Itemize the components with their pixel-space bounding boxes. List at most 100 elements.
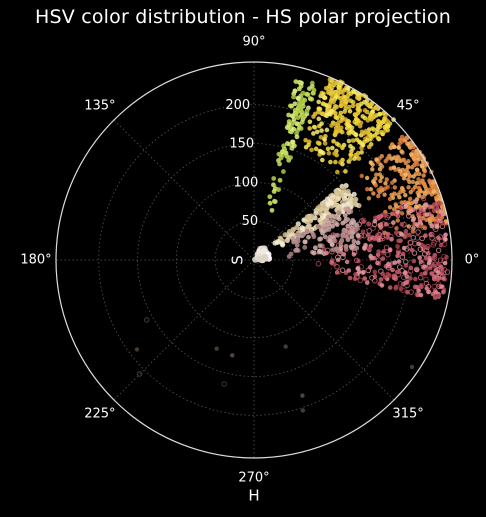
data-point: [382, 274, 388, 280]
data-point: [375, 126, 380, 132]
data-point: [417, 246, 424, 252]
data-point: [326, 150, 332, 156]
data-point: [378, 178, 383, 184]
data-point: [444, 269, 451, 275]
radial-tick-label: 100: [233, 175, 258, 190]
data-point: [329, 242, 335, 248]
angle-tick-label: 45°: [397, 98, 420, 113]
data-point: [330, 145, 335, 151]
data-point: [267, 200, 273, 206]
data-point: [336, 268, 342, 275]
data-point: [405, 141, 410, 146]
data-point: [361, 232, 367, 239]
data-point: [347, 230, 352, 236]
data-point: [321, 223, 327, 229]
data-point: [299, 109, 305, 115]
data-point: [318, 149, 324, 154]
data-point: [421, 173, 426, 178]
data-point: [405, 289, 410, 295]
data-point: [431, 180, 437, 186]
data-point: [312, 245, 318, 251]
data-point: [406, 185, 411, 190]
data-point: [339, 238, 344, 244]
data-point: [385, 184, 390, 190]
data-point: [403, 203, 408, 209]
data-point: [386, 264, 392, 271]
data-point: [321, 91, 326, 97]
data-point: [332, 89, 338, 95]
data-point: [390, 267, 395, 273]
data-point: [387, 196, 393, 202]
data-point: [303, 137, 308, 143]
data-point: [298, 99, 304, 105]
data-point: [373, 183, 379, 188]
data-point: [372, 132, 378, 138]
data-point: [357, 277, 364, 284]
data-point: [392, 144, 397, 150]
data-point: [346, 268, 352, 273]
data-point: [376, 249, 381, 254]
data-point: [334, 141, 340, 147]
data-point: [322, 95, 327, 100]
data-point: [334, 191, 340, 197]
data-point: [431, 255, 438, 262]
data-point: [260, 247, 267, 255]
data-point: [313, 207, 319, 214]
angle-gridline: [113, 259, 255, 401]
data-point: [377, 228, 384, 235]
data-point: [374, 105, 380, 111]
data-point: [320, 157, 325, 163]
data-point: [420, 245, 426, 250]
data-point: [308, 218, 314, 224]
data-point: [431, 263, 437, 268]
data-point: [311, 87, 317, 93]
data-point: [316, 99, 322, 105]
radial-tick-labels: 50 100 150 200: [225, 98, 258, 229]
data-point: [435, 281, 442, 287]
data-point: [400, 251, 406, 257]
outer-ring: [55, 61, 453, 459]
data-point: [339, 192, 345, 199]
data-point: [419, 272, 424, 277]
data-point: [293, 248, 298, 253]
data-point: [411, 250, 418, 256]
data-point: [377, 111, 382, 117]
data-point: [366, 221, 372, 227]
data-point: [342, 212, 348, 218]
data-point: [380, 256, 386, 261]
data-point: [311, 250, 317, 256]
data-point: [393, 202, 398, 207]
data-point: [362, 99, 367, 105]
data-point: [413, 184, 418, 190]
data-point: [419, 235, 425, 242]
data-point: [435, 293, 441, 299]
data-point: [343, 106, 348, 111]
data-point: [410, 179, 416, 185]
data-point: [391, 165, 397, 170]
data-point: [376, 187, 381, 193]
data-point: [397, 168, 403, 174]
data-point: [294, 121, 300, 127]
data-point: [378, 277, 384, 282]
data-point: [393, 286, 399, 291]
data-point: [433, 195, 439, 200]
data-point: [344, 121, 349, 127]
data-point: [437, 257, 444, 263]
data-point: [323, 102, 329, 108]
data-point: [391, 220, 396, 225]
data-point: [423, 276, 429, 283]
data-point: [317, 217, 323, 223]
data-point: [359, 150, 364, 155]
data-point: [291, 239, 296, 245]
data-point: [360, 229, 366, 235]
h-axis-label: H: [248, 487, 259, 505]
data-point: [334, 80, 339, 85]
data-point: [424, 212, 430, 217]
data-point: [319, 121, 324, 126]
data-point: [304, 228, 310, 234]
data-point: [429, 235, 435, 241]
data-point: [382, 124, 388, 130]
data-point: [342, 98, 348, 104]
data-point: [318, 236, 324, 242]
